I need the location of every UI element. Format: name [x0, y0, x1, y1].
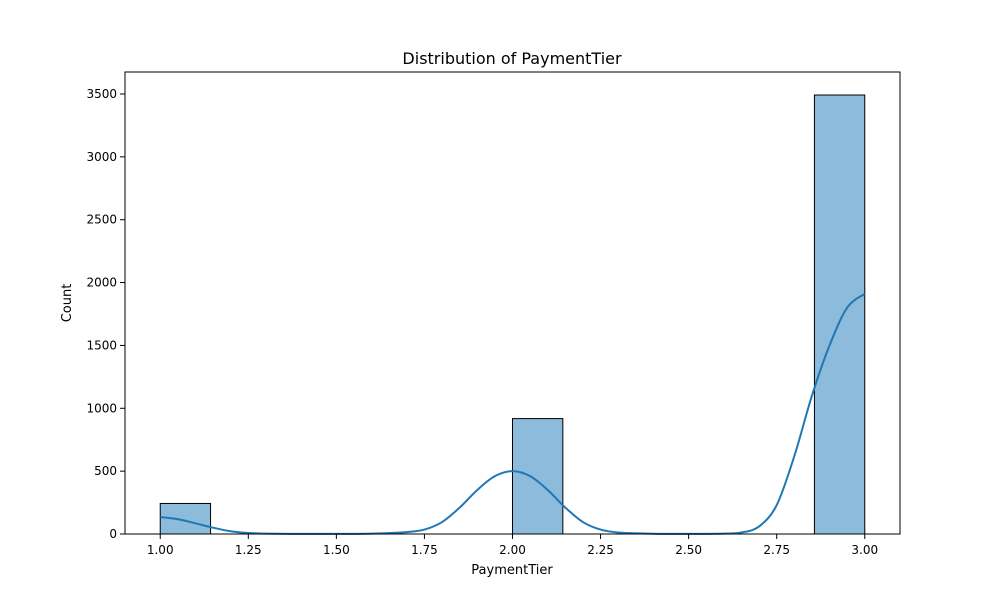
y-tick-label-1: 500 [94, 464, 117, 478]
y-axis: 0 500 1000 1500 2000 2500 3000 3500 [86, 87, 125, 541]
histogram-bar-13 [813, 94, 866, 535]
x-tick-label-3: 1.75 [411, 543, 438, 557]
x-tick-label-4: 2.00 [499, 543, 526, 557]
y-axis-label: Count [60, 284, 75, 323]
x-tick-label-8: 3.00 [851, 543, 878, 557]
y-tick-label-6: 3000 [86, 150, 117, 164]
y-tick-label-4: 2000 [86, 276, 117, 290]
x-axis-label: PaymentTier [471, 563, 553, 578]
histogram-bar-7 [512, 418, 564, 535]
x-tick-label-5: 2.25 [587, 543, 614, 557]
y-tick-label-2: 1000 [86, 401, 117, 415]
y-tick-label-7: 3500 [86, 87, 117, 101]
x-tick-label-6: 2.50 [675, 543, 702, 557]
x-tick-label-1: 1.25 [235, 543, 262, 557]
y-tick-label-5: 2500 [86, 213, 117, 227]
x-axis: 1.00 1.25 1.50 1.75 2.00 2.25 2.50 2.75 3.00 [147, 534, 878, 557]
x-tick-label-2: 1.50 [323, 543, 350, 557]
histogram-bars [159, 94, 866, 535]
kde-line [160, 293, 866, 535]
y-tick-label-0: 0 [109, 527, 117, 541]
y-tick-label-3: 1500 [86, 338, 117, 352]
x-tick-label-0: 1.00 [147, 543, 174, 557]
chart-title: Distribution of PaymentTier [402, 49, 622, 68]
x-tick-label-7: 2.75 [763, 543, 790, 557]
